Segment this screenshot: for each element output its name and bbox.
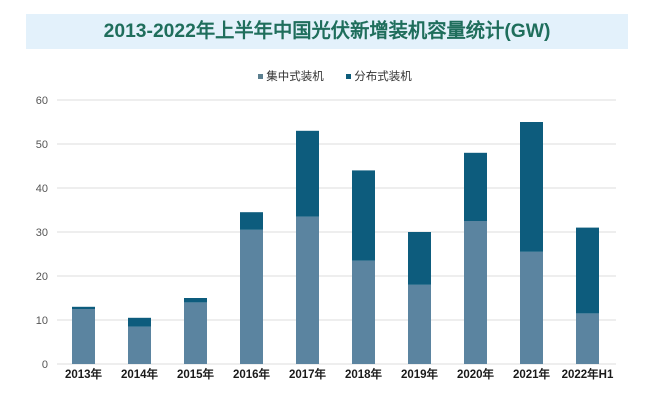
svg-text:20: 20 (36, 271, 48, 283)
svg-text:2016年: 2016年 (233, 367, 271, 381)
svg-text:10: 10 (36, 315, 48, 327)
svg-text:60: 60 (36, 95, 48, 107)
svg-text:0: 0 (42, 359, 48, 371)
svg-text:2021年: 2021年 (513, 367, 551, 381)
svg-text:2013年: 2013年 (65, 367, 103, 381)
svg-text:30: 30 (36, 227, 48, 239)
svg-text:2022年H1: 2022年H1 (562, 367, 614, 381)
svg-text:50: 50 (36, 139, 48, 151)
svg-text:2014年: 2014年 (121, 367, 159, 381)
svg-text:40: 40 (36, 183, 48, 195)
svg-text:2019年: 2019年 (401, 367, 439, 381)
svg-text:2020年: 2020年 (457, 367, 495, 381)
svg-text:2017年: 2017年 (289, 367, 327, 381)
svg-text:2018年: 2018年 (345, 367, 383, 381)
svg-text:2015年: 2015年 (177, 367, 215, 381)
